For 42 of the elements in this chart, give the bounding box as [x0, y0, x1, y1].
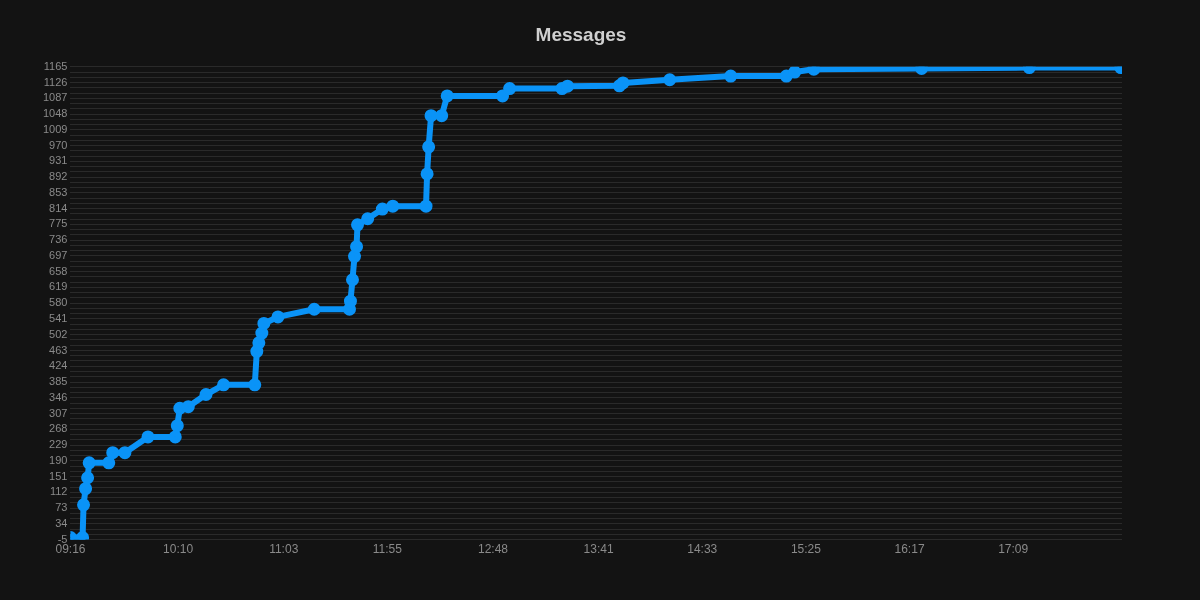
y-tick-label: 190: [49, 453, 68, 466]
y-tick-label: -5: [57, 532, 68, 545]
y-tick-label: 73: [55, 501, 68, 514]
y-tick-label: 502: [49, 327, 68, 340]
x-tick-label: 11:55: [372, 542, 403, 557]
y-tick-label: 892: [49, 170, 68, 183]
y-tick-label: 853: [49, 185, 68, 198]
y-tick-label: 385: [49, 375, 68, 388]
y-tick-label: 1087: [42, 91, 68, 104]
y-tick-label: 580: [49, 296, 68, 309]
y-tick-label: 541: [49, 311, 68, 324]
y-tick-label: 1126: [43, 75, 68, 88]
y-tick-label: 970: [49, 138, 68, 151]
y-tick-label: 1009: [42, 122, 68, 135]
y-tick-label: 775: [49, 217, 68, 230]
y-tick-label: 307: [49, 406, 68, 419]
y-tick-label: 112: [49, 485, 68, 498]
x-tick-label: 13:41: [583, 542, 614, 557]
x-tick-label: 14:33: [687, 542, 718, 557]
y-tick-label: 1048: [42, 107, 68, 120]
y-tick-label: 424: [49, 359, 68, 372]
x-tick-label: 10:10: [163, 542, 194, 557]
y-tick-label: 463: [49, 343, 68, 356]
y-tick-label: 229: [49, 438, 68, 451]
chart-title: Messages: [535, 23, 627, 45]
y-tick-label: 736: [49, 233, 68, 246]
y-tick-label: 268: [49, 422, 68, 435]
y-tick-label: 931: [49, 154, 68, 167]
y-tick-label: 814: [49, 201, 68, 214]
x-tick-label: 11:03: [269, 542, 299, 557]
y-tick-label: 34: [55, 516, 68, 529]
y-tick-label: 619: [49, 280, 68, 293]
y-tick-label: 1165: [43, 59, 68, 72]
y-tick-label: 658: [49, 264, 68, 277]
x-tick-label: 12:48: [477, 542, 509, 557]
x-tick-label: 16:17: [894, 542, 925, 557]
x-tick-label: 15:25: [790, 542, 822, 557]
y-tick-label: 697: [49, 248, 68, 261]
y-tick-label: 346: [49, 390, 68, 403]
y-tick-label: 151: [49, 469, 68, 482]
x-tick-label: 09:16: [55, 542, 86, 557]
x-tick-label: 17:09: [998, 542, 1029, 557]
